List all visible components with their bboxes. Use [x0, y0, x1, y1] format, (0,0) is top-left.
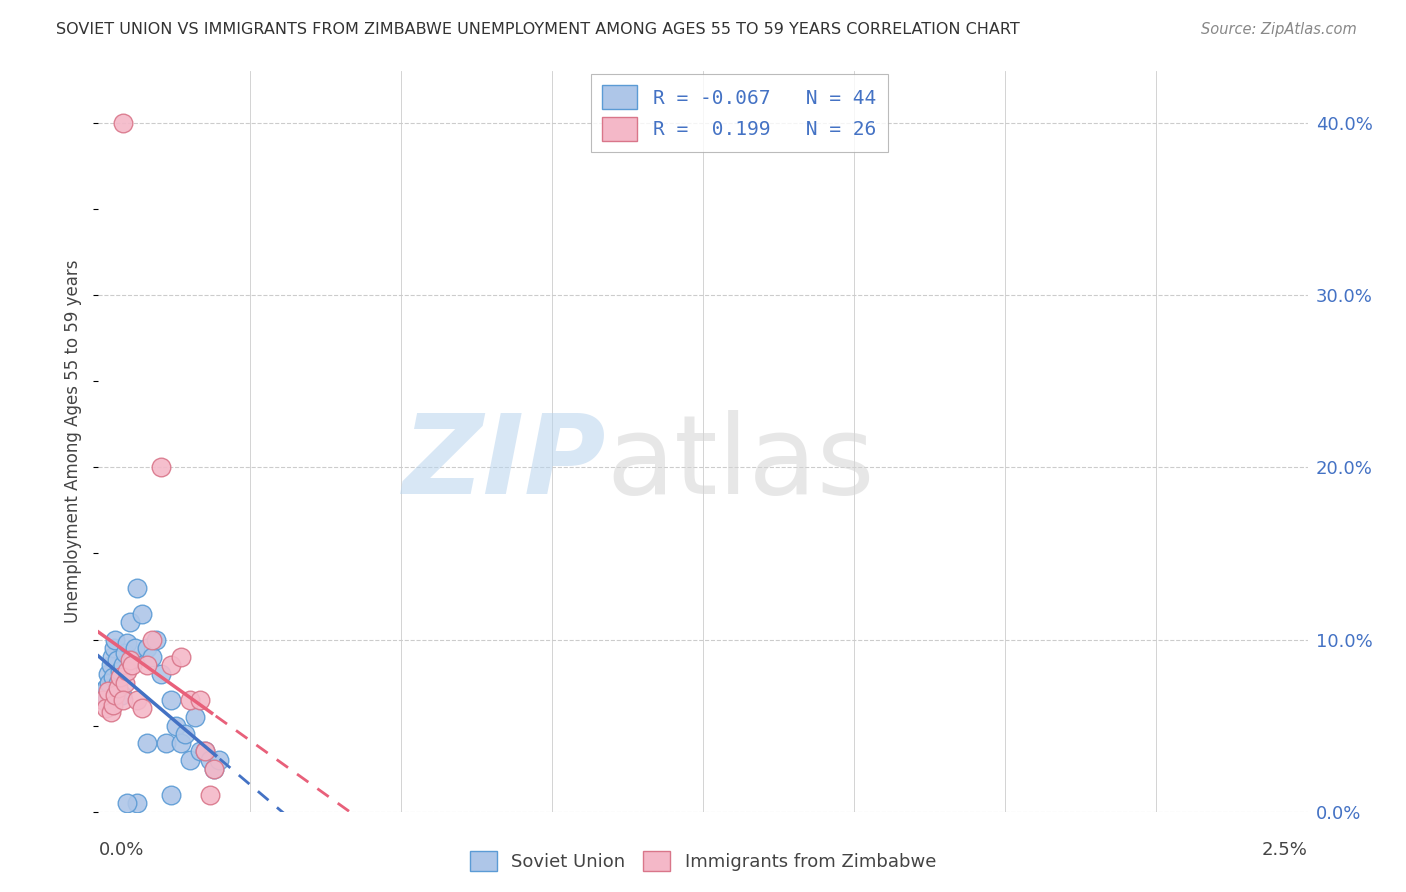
Point	[188, 693, 211, 707]
Point	[135, 658, 157, 673]
Point	[118, 615, 141, 630]
Point	[118, 653, 141, 667]
Point	[108, 670, 131, 684]
Point	[104, 632, 127, 647]
Point	[105, 653, 128, 667]
Legend: Soviet Union, Immigrants from Zimbabwe: Soviet Union, Immigrants from Zimbabwe	[463, 844, 943, 879]
Point	[169, 649, 191, 664]
Point	[184, 710, 207, 724]
Point	[101, 698, 124, 712]
Point	[97, 667, 120, 681]
Point	[204, 762, 226, 776]
Point	[121, 653, 143, 667]
Point	[131, 701, 153, 715]
Point	[204, 762, 226, 776]
Point	[145, 632, 167, 647]
Point	[103, 641, 125, 656]
Point	[141, 632, 163, 647]
Point	[135, 736, 157, 750]
Point	[150, 667, 173, 681]
Text: ZIP: ZIP	[402, 410, 606, 517]
Point	[188, 744, 211, 758]
Point	[100, 658, 122, 673]
Point	[91, 684, 114, 698]
Point	[94, 701, 117, 715]
Point	[165, 718, 187, 732]
Point	[114, 646, 136, 660]
Point	[141, 649, 163, 664]
Point	[131, 607, 153, 621]
Point	[198, 753, 221, 767]
Point	[169, 736, 191, 750]
Point	[117, 796, 139, 810]
Point	[98, 675, 121, 690]
Point	[101, 649, 124, 664]
Point	[124, 641, 146, 656]
Point	[135, 641, 157, 656]
Point	[97, 684, 120, 698]
Point	[121, 658, 143, 673]
Point	[160, 658, 183, 673]
Point	[198, 788, 221, 802]
Text: Source: ZipAtlas.com: Source: ZipAtlas.com	[1201, 22, 1357, 37]
Point	[107, 675, 129, 690]
Point	[107, 684, 129, 698]
Point	[208, 753, 231, 767]
Point	[174, 727, 197, 741]
Point	[179, 753, 201, 767]
Point	[127, 796, 149, 810]
Point	[127, 581, 149, 595]
Point	[108, 664, 131, 678]
Point	[150, 460, 173, 475]
Point	[179, 693, 201, 707]
Point	[114, 675, 136, 690]
Y-axis label: Unemployment Among Ages 55 to 59 years: Unemployment Among Ages 55 to 59 years	[65, 260, 83, 624]
Text: 0.0%: 0.0%	[98, 841, 143, 859]
Point	[194, 744, 217, 758]
Point	[91, 693, 114, 707]
Point	[96, 693, 118, 707]
Text: SOVIET UNION VS IMMIGRANTS FROM ZIMBABWE UNEMPLOYMENT AMONG AGES 55 TO 59 YEARS : SOVIET UNION VS IMMIGRANTS FROM ZIMBABWE…	[56, 22, 1019, 37]
Point	[160, 788, 183, 802]
Point	[160, 693, 183, 707]
Point	[155, 736, 177, 750]
Text: 2.5%: 2.5%	[1261, 841, 1308, 859]
Point	[100, 705, 122, 719]
Point	[127, 693, 149, 707]
Point	[111, 688, 134, 702]
Point	[93, 688, 115, 702]
Point	[117, 664, 139, 678]
Point	[194, 744, 217, 758]
Point	[111, 116, 134, 130]
Text: atlas: atlas	[606, 410, 875, 517]
Legend: R = -0.067   N = 44, R =  0.199   N = 26: R = -0.067 N = 44, R = 0.199 N = 26	[591, 74, 887, 153]
Point	[101, 670, 124, 684]
Point	[111, 693, 134, 707]
Point	[107, 681, 129, 695]
Point	[94, 681, 117, 695]
Point	[117, 636, 139, 650]
Point	[104, 688, 127, 702]
Point	[111, 658, 134, 673]
